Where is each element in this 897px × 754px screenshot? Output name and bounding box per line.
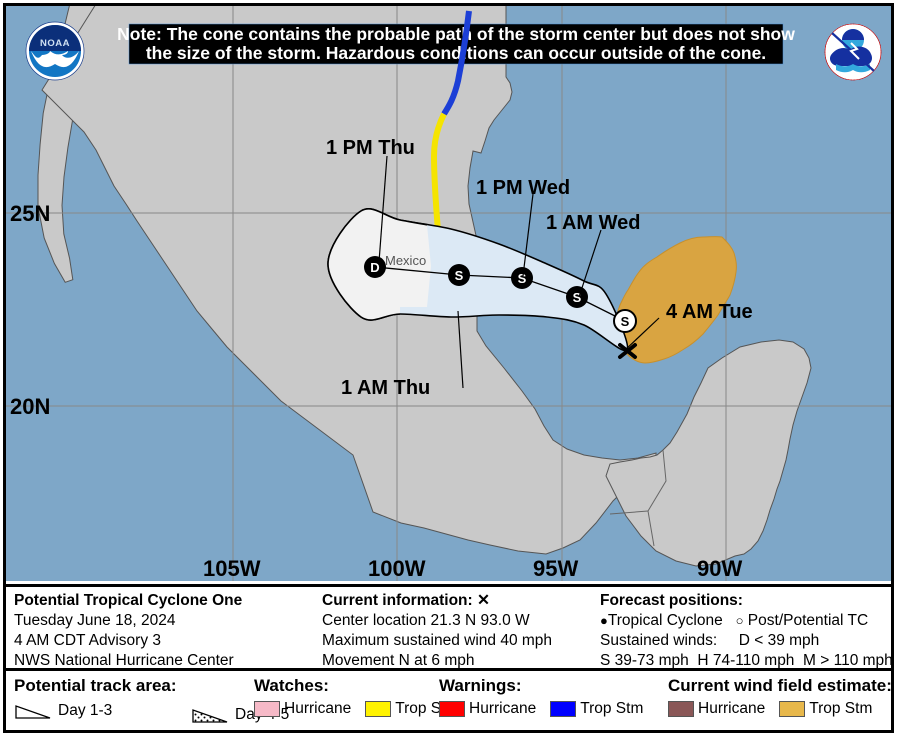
svg-text:105W: 105W — [203, 556, 261, 581]
svg-text:the size of the storm. Hazardo: the size of the storm. Hazardous conditi… — [146, 43, 766, 63]
svg-text:95W: 95W — [533, 556, 578, 581]
svg-text:1 AM Thu: 1 AM Thu — [341, 377, 430, 399]
svg-text:25N: 25N — [10, 201, 50, 226]
svg-text:S: S — [518, 271, 527, 286]
svg-text:20N: 20N — [10, 394, 50, 419]
svg-text:1 PM Wed: 1 PM Wed — [476, 177, 570, 199]
svg-text:NOAA: NOAA — [40, 38, 70, 49]
svg-text:Mexico: Mexico — [385, 253, 426, 268]
svg-text:90W: 90W — [697, 556, 742, 581]
svg-text:100W: 100W — [368, 556, 426, 581]
svg-text:S: S — [621, 314, 630, 329]
svg-text:S: S — [455, 268, 464, 283]
svg-text:Note: The cone contains the pr: Note: The cone contains the probable pat… — [117, 24, 795, 44]
svg-text:4 AM Tue: 4 AM Tue — [666, 301, 753, 323]
svg-text:1 AM Wed: 1 AM Wed — [546, 212, 640, 234]
svg-text:1 PM Thu: 1 PM Thu — [326, 137, 415, 159]
svg-text:D: D — [370, 260, 379, 275]
